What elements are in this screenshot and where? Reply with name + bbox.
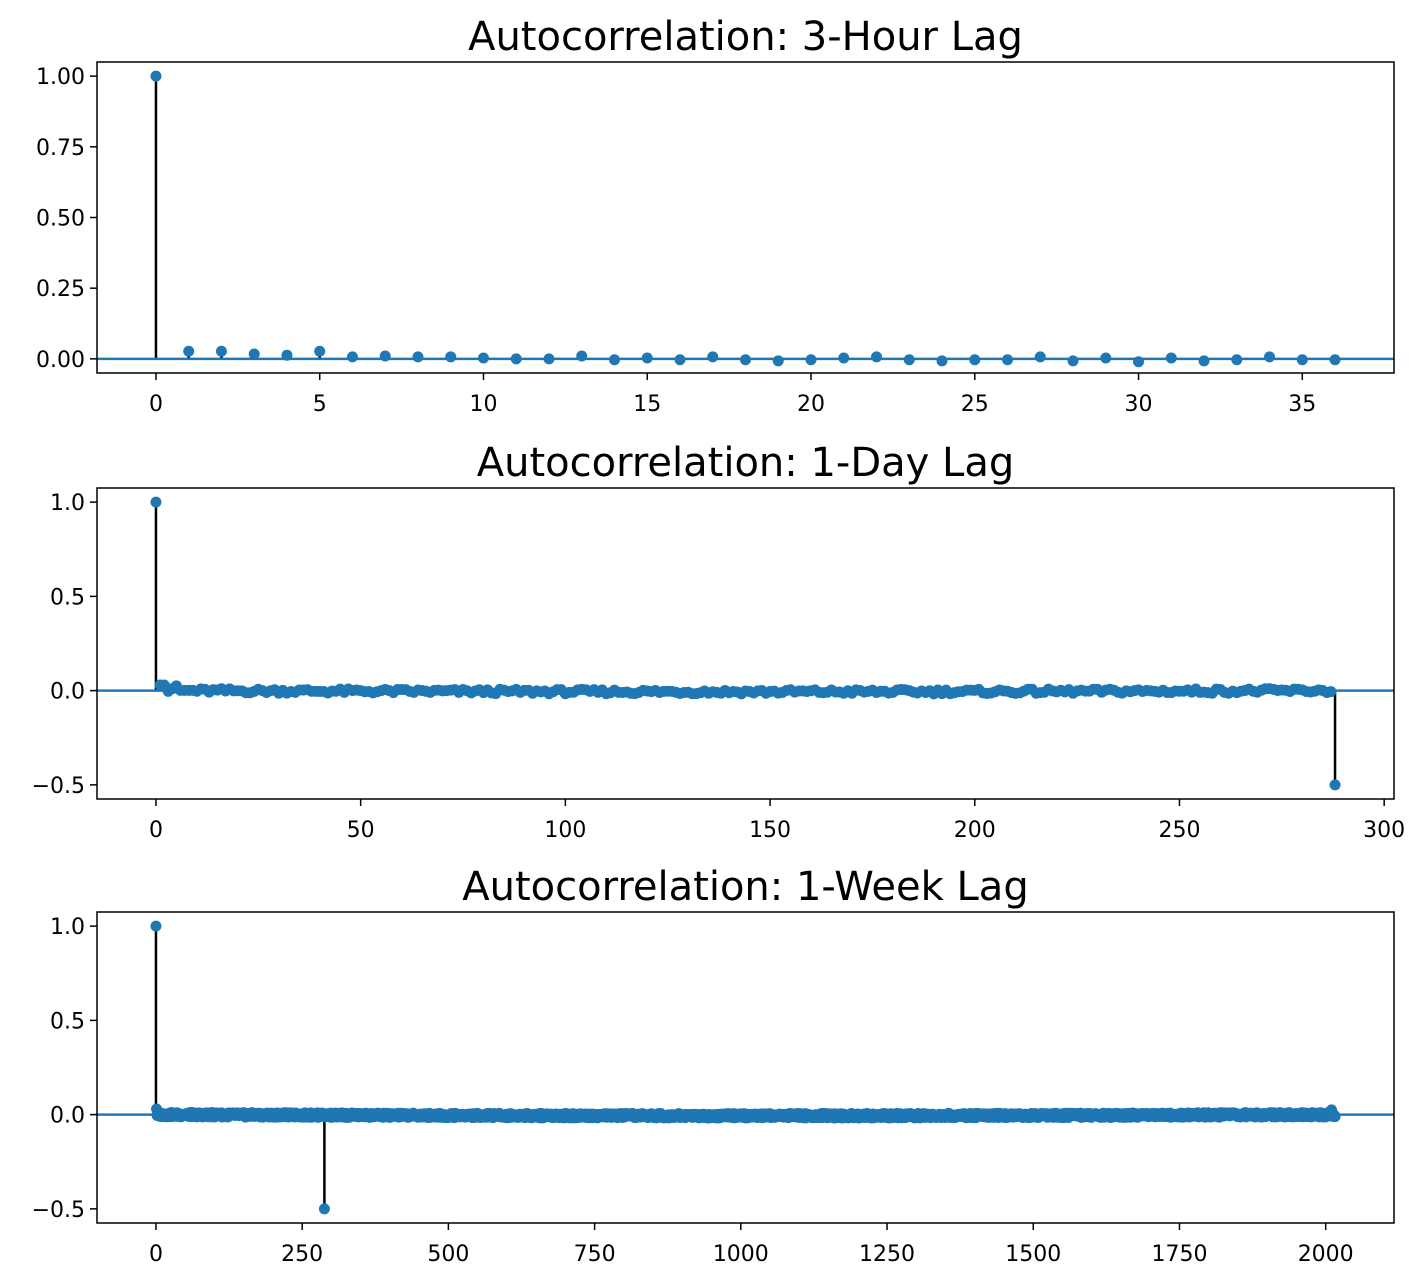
y-tick-label: 0.50 [36,207,85,232]
x-tick-label: 1250 [859,1242,915,1267]
y-tick-label: 0.00 [36,348,85,373]
data-point [346,351,358,363]
data-point [838,352,850,364]
data-point [1264,351,1276,363]
data-point [248,348,260,360]
data-point [1165,352,1177,364]
chart-title: Autocorrelation: 1-Day Lag [477,440,1014,486]
data-point [1002,354,1014,366]
x-tick-label: 50 [347,818,375,843]
x-tick-label: 0 [149,1242,163,1267]
data-point [379,350,391,362]
x-tick-label: 500 [427,1242,469,1267]
x-tick-label: 100 [544,818,586,843]
x-tick-label: 750 [574,1242,616,1267]
x-tick-label: 2000 [1298,1242,1354,1267]
data-point [150,920,162,932]
x-tick-label: 30 [1125,392,1153,417]
x-tick-label: 0 [149,392,163,417]
subplot-1-day: Autocorrelation: 1-Day Lag 0 50 100 150 200 2… [32,440,1406,843]
data-point [1198,355,1210,367]
x-tick-label: 20 [797,392,825,417]
subplot-3-hour: Autocorrelation: 3-Hour Lag 0 5 10 15 20 25 30… [36,14,1395,417]
x-tick-label: 250 [1158,818,1200,843]
chart-title: Autocorrelation: 3-Hour Lag [468,14,1023,60]
data-markers [150,920,1341,1215]
data-point [1325,686,1337,698]
x-tick-label: 5 [313,392,327,417]
data-point [1329,354,1341,366]
data-point [608,354,620,366]
data-point [740,354,751,366]
y-tick-label: 0.0 [50,1104,85,1129]
x-tick-label: 1000 [713,1242,769,1267]
y-tick-label: 0.5 [50,585,85,610]
data-point [674,354,686,366]
y-tick-label: −0.5 [32,774,85,799]
data-point [969,354,981,366]
y-tick-label: 0.5 [50,1009,85,1034]
x-tick-label: 300 [1363,818,1405,843]
y-tick-label: 0.0 [50,680,85,705]
data-markers [150,70,1341,368]
y-tick-label: −0.5 [32,1198,85,1223]
y-tick-label: 0.75 [36,136,85,161]
data-point [707,351,719,363]
data-point [576,350,588,362]
data-point [1296,354,1308,366]
data-point [871,351,883,363]
y-tick-label: 1.0 [50,915,85,940]
data-point [1329,1111,1341,1123]
x-tick-label: 0 [149,818,163,843]
data-markers [150,496,1341,791]
x-tick-label: 25 [961,392,989,417]
data-point [1133,356,1145,368]
x-tick-label: 15 [633,392,661,417]
x-tick-label: 1500 [1005,1242,1061,1267]
data-point [281,349,293,361]
data-point [318,1203,330,1215]
data-point [805,354,817,366]
y-tick-label: 1.00 [36,65,85,90]
data-point [936,355,948,367]
data-point [314,345,326,357]
axes-frame [96,61,1395,374]
data-point [183,345,195,357]
data-point [215,345,227,357]
data-point [150,496,162,508]
data-point [445,351,457,363]
y-tick-label: 1.0 [50,491,85,516]
stem-lines [154,926,326,1209]
stem-lines [154,76,1337,362]
subplot-1-week: Autocorrelation: 1-Week Lag 0 250 500 750 10… [32,864,1395,1267]
x-tick-label: 35 [1288,392,1316,417]
data-point [150,70,162,82]
x-tick-label: 150 [749,818,791,843]
data-point [477,352,489,364]
data-point [772,355,784,367]
data-point [641,352,653,364]
x-tick-label: 200 [954,818,996,843]
data-point [1034,351,1046,363]
data-point [412,351,424,363]
y-tick-label: 0.25 [36,277,85,302]
data-point [1329,779,1341,791]
axes-frame [96,487,1395,800]
x-tick-label: 10 [469,392,497,417]
data-point [903,354,915,366]
data-point [1231,354,1243,366]
data-point [510,353,522,365]
axes-frame [96,911,1395,1224]
data-point [543,353,555,365]
x-tick-label: 250 [281,1242,323,1267]
data-point [1067,355,1079,367]
chart-title: Autocorrelation: 1-Week Lag [462,864,1028,910]
stem-lines [154,502,1337,785]
data-point [1100,352,1112,364]
x-tick-label: 1750 [1151,1242,1207,1267]
